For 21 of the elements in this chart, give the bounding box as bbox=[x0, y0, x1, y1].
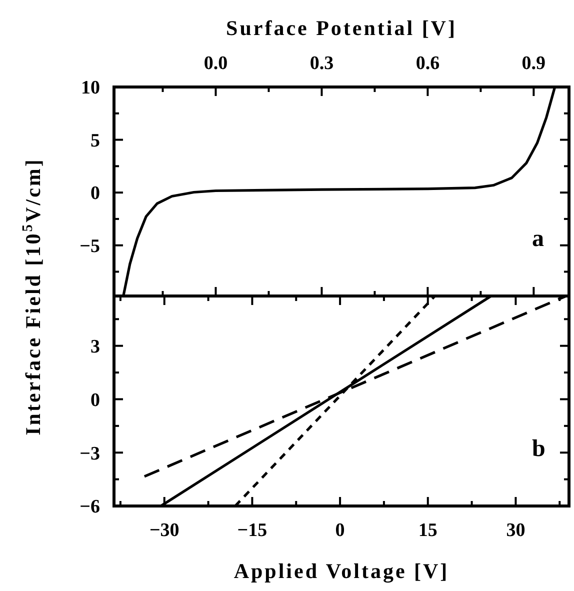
x-tick-label: −30 bbox=[149, 520, 180, 541]
y-tick-label: 3 bbox=[90, 336, 100, 358]
y-tick-label: −5 bbox=[80, 236, 100, 257]
x-tick-label: 0.6 bbox=[416, 53, 440, 74]
x-tick-label: 0 bbox=[335, 520, 345, 541]
y-tick-label: 5 bbox=[90, 130, 100, 152]
annotation: b bbox=[532, 436, 546, 462]
y-tick-label: 0 bbox=[90, 390, 100, 411]
x-axis-title: Applied Voltage [V] bbox=[234, 559, 450, 583]
y-tick-label: −6 bbox=[80, 496, 100, 518]
annotation: a bbox=[532, 226, 544, 252]
x-tick-label: 0.3 bbox=[310, 53, 334, 74]
y-tick-label: −3 bbox=[80, 443, 100, 464]
x-tick-label: 15 bbox=[418, 520, 438, 541]
x-tick-label: −15 bbox=[237, 520, 268, 541]
x-tick-label: 0.0 bbox=[204, 53, 228, 74]
y-tick-label: 10 bbox=[81, 78, 100, 99]
x-axis-title: Surface Potential [V] bbox=[226, 16, 457, 40]
x-tick-label: 0.9 bbox=[522, 53, 546, 74]
y-tick-label: 0 bbox=[90, 183, 100, 204]
x-tick-label: 30 bbox=[506, 520, 526, 541]
